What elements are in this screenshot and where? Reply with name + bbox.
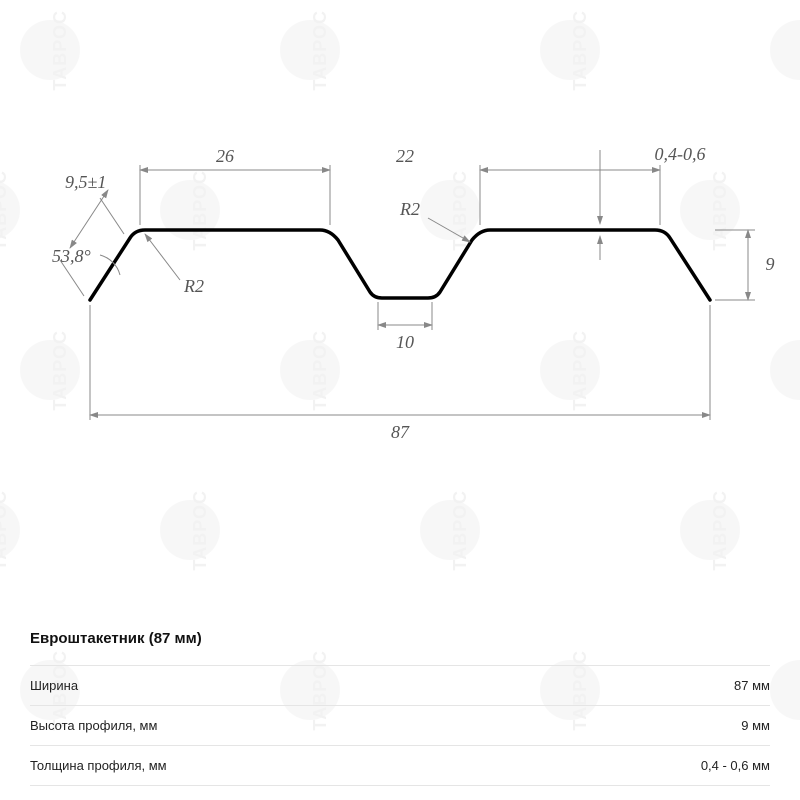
dim-angle: 53,8° (52, 246, 91, 266)
dim-top-left: 26 (216, 146, 234, 166)
spec-table: Евроштакетник (87 мм) Ширина 87 мм Высота … (30, 630, 770, 786)
dim-valley: 10 (396, 332, 414, 352)
spec-label: Высота профиля, мм (30, 718, 157, 733)
spec-value: 87 мм (734, 678, 770, 693)
spec-title: Евроштакетник (87 мм) (30, 630, 770, 647)
dim-edge-len: 9,5±1 (65, 172, 106, 192)
dim-thickness: 0,4-0,6 (655, 144, 706, 164)
spec-value: 0,4 - 0,6 мм (701, 758, 770, 773)
dim-height: 9 (766, 254, 775, 274)
dim-width: 87 (391, 422, 410, 442)
spec-row: Высота профиля, мм 9 мм (30, 705, 770, 745)
spec-row: Толщина профиля, мм 0,4 - 0,6 мм (30, 745, 770, 786)
spec-label: Ширина (30, 678, 78, 693)
dim-top-right: 22 (396, 146, 414, 166)
spec-label: Толщина профиля, мм (30, 758, 167, 773)
dim-r2-left: R2 (183, 276, 204, 296)
profile-diagram: 26 22 0,4-0,6 10 87 9 9,5±1 53,8° R2 R2 (0, 0, 800, 460)
dim-r2-center: R2 (399, 199, 420, 219)
spec-value: 9 мм (741, 718, 770, 733)
spec-row: Ширина 87 мм (30, 665, 770, 705)
